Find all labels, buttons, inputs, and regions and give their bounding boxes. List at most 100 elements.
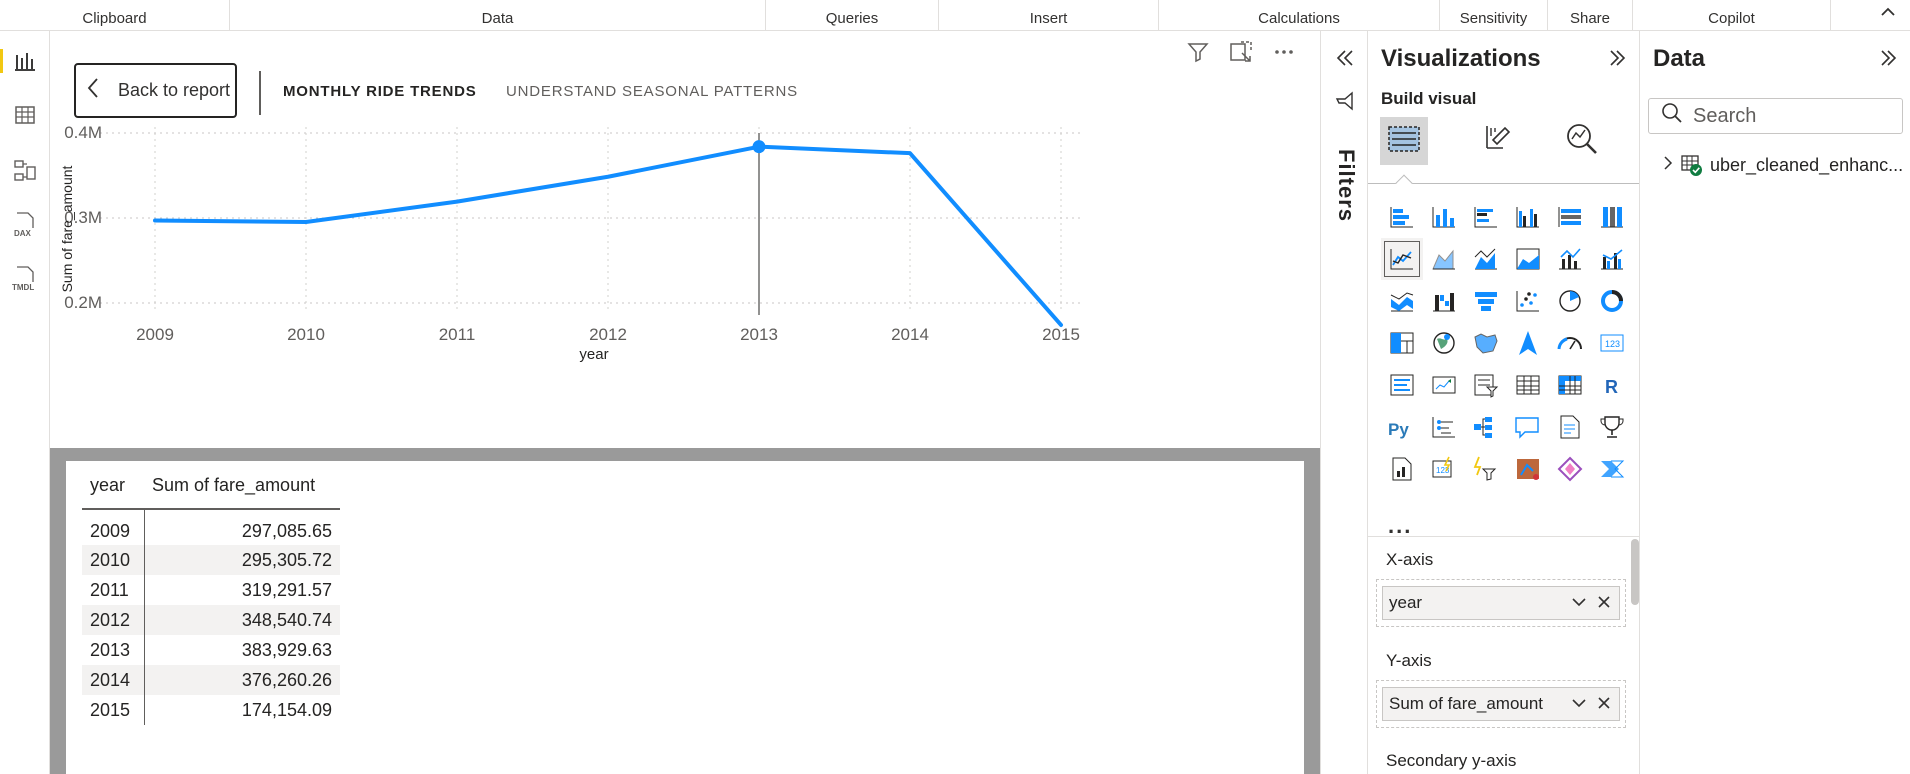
collapse-ribbon-icon[interactable] bbox=[1880, 2, 1896, 23]
column-header-sum-fare-amount[interactable]: Sum of fare_amount bbox=[144, 467, 340, 510]
y-tick-label: 0.3M bbox=[64, 208, 102, 227]
fabric-app-icon[interactable] bbox=[1549, 448, 1591, 490]
power-apps-icon[interactable]: 123 bbox=[1423, 448, 1465, 490]
data-search-box[interactable] bbox=[1648, 98, 1903, 134]
y-axis-well-label: Y-axis bbox=[1386, 651, 1432, 670]
slicer-icon[interactable] bbox=[1465, 364, 1507, 406]
key-influencers-icon[interactable] bbox=[1423, 406, 1465, 448]
filters-pane-collapsed[interactable]: Filters bbox=[1320, 31, 1368, 774]
stacked-area-100-chart-icon[interactable] bbox=[1507, 238, 1549, 280]
power-automate-icon[interactable] bbox=[1465, 448, 1507, 490]
table-view-icon[interactable] bbox=[6, 97, 44, 133]
back-to-report-button[interactable]: Back to report bbox=[74, 63, 237, 118]
table-visual[interactable]: year Sum of fare_amount 2009 297,085.65 2… bbox=[66, 461, 1304, 774]
expand-filters-icon[interactable] bbox=[1334, 47, 1356, 74]
gauge-icon[interactable] bbox=[1549, 322, 1591, 364]
dax-query-view-icon[interactable]: DAX bbox=[6, 207, 44, 243]
clustered-bar-chart-icon[interactable] bbox=[1465, 196, 1507, 238]
ribbon-group-data[interactable]: Data bbox=[230, 0, 766, 31]
focus-mode-icon[interactable] bbox=[1228, 39, 1254, 70]
x-tick-label: 2010 bbox=[287, 325, 325, 344]
more-visuals-button[interactable]: ... bbox=[1388, 513, 1413, 538]
ribbon-group-clipboard[interactable]: Clipboard bbox=[0, 0, 230, 31]
qna-icon[interactable] bbox=[1507, 406, 1549, 448]
matrix-icon[interactable] bbox=[1549, 364, 1591, 406]
filled-map-icon[interactable] bbox=[1465, 322, 1507, 364]
azure-ml-icon[interactable] bbox=[1507, 448, 1549, 490]
decomposition-tree-icon[interactable] bbox=[1465, 406, 1507, 448]
collapse-visualizations-icon[interactable] bbox=[1607, 47, 1627, 75]
stacked-area-chart-icon[interactable] bbox=[1465, 238, 1507, 280]
analytics-tab[interactable] bbox=[1558, 117, 1606, 165]
ribbon-group-label: Share bbox=[1569, 10, 1611, 27]
build-visual-icon bbox=[1386, 123, 1422, 160]
donut-chart-icon[interactable] bbox=[1591, 280, 1633, 322]
search-input[interactable] bbox=[1693, 104, 1883, 128]
search-icon bbox=[1661, 102, 1683, 130]
model-view-icon[interactable] bbox=[6, 153, 44, 189]
data-title: Data bbox=[1653, 45, 1706, 72]
kpi-icon[interactable] bbox=[1423, 364, 1465, 406]
data-table-node[interactable]: uber_cleaned_enhanc... bbox=[1662, 153, 1903, 177]
metrics-icon[interactable] bbox=[1591, 406, 1633, 448]
ribbon-group-insert[interactable]: Insert bbox=[939, 0, 1159, 31]
y-axis-field-pill[interactable]: Sum of fare_amount bbox=[1382, 687, 1620, 721]
remove-field-icon[interactable] bbox=[1597, 594, 1611, 615]
format-visual-tab[interactable] bbox=[1472, 117, 1520, 165]
visualizations-scrollbar[interactable] bbox=[1631, 539, 1639, 605]
stacked-bar-chart-icon[interactable] bbox=[1381, 196, 1423, 238]
analytics-icon bbox=[1564, 121, 1600, 162]
ribbon-group-calculations[interactable]: Calculations bbox=[1159, 0, 1440, 31]
clustered-column-chart-icon[interactable] bbox=[1507, 196, 1549, 238]
paginated-report-icon[interactable] bbox=[1381, 448, 1423, 490]
chevron-down-icon[interactable] bbox=[1571, 594, 1587, 615]
ribbon-group-sensitivity[interactable]: Sensitivity bbox=[1440, 0, 1548, 31]
line-and-stacked-column-chart-icon[interactable] bbox=[1549, 238, 1591, 280]
build-visual-tab[interactable] bbox=[1380, 117, 1428, 165]
column-header-year[interactable]: year bbox=[82, 467, 144, 510]
tmdl-view-icon[interactable]: TMDL bbox=[6, 261, 44, 297]
stacked-bar-100-chart-icon[interactable] bbox=[1549, 196, 1591, 238]
power-automate-flow-icon[interactable] bbox=[1591, 448, 1633, 490]
ribbon-group-share[interactable]: Share bbox=[1548, 0, 1633, 31]
y-axis-title: Sum of fare_amount bbox=[59, 165, 75, 292]
funnel-chart-icon[interactable] bbox=[1465, 280, 1507, 322]
line-chart[interactable]: 0.4M 0.3M 0.2M 2009 2010 2011 2012 2013 2014 2015… bbox=[50, 31, 1320, 448]
collapse-data-icon[interactable] bbox=[1878, 47, 1898, 75]
remove-field-icon[interactable] bbox=[1597, 695, 1611, 716]
visual-gallery: 123 R Py 123 bbox=[1381, 196, 1633, 490]
area-chart-icon[interactable] bbox=[1423, 238, 1465, 280]
card-icon[interactable]: 123 bbox=[1591, 322, 1633, 364]
fare-cell: 376,260.26 bbox=[144, 665, 340, 695]
table-icon bbox=[1680, 153, 1704, 177]
stacked-column-chart-icon[interactable] bbox=[1423, 196, 1465, 238]
ribbon-group-copilot[interactable]: Copilot bbox=[1633, 0, 1831, 31]
ribbon-group-queries[interactable]: Queries bbox=[766, 0, 939, 31]
pie-chart-icon[interactable] bbox=[1549, 280, 1591, 322]
table-icon[interactable] bbox=[1507, 364, 1549, 406]
more-options-icon[interactable] bbox=[1272, 40, 1296, 69]
x-axis-field-pill[interactable]: year bbox=[1382, 586, 1620, 620]
azure-map-icon[interactable] bbox=[1507, 322, 1549, 364]
line-chart-icon[interactable] bbox=[1381, 238, 1423, 280]
treemap-icon[interactable] bbox=[1381, 322, 1423, 364]
r-script-visual-icon[interactable]: R bbox=[1591, 364, 1633, 406]
stacked-column-100-chart-icon[interactable] bbox=[1591, 196, 1633, 238]
table-row: 2010 295,305.72 bbox=[82, 545, 340, 575]
y-axis-well[interactable]: Sum of fare_amount bbox=[1376, 680, 1626, 728]
chevron-right-icon[interactable] bbox=[1662, 155, 1674, 176]
report-view-icon[interactable] bbox=[0, 43, 44, 79]
scatter-chart-icon[interactable] bbox=[1507, 280, 1549, 322]
filter-icon[interactable] bbox=[1186, 40, 1210, 69]
multi-row-card-icon[interactable] bbox=[1381, 364, 1423, 406]
python-visual-icon[interactable]: Py bbox=[1381, 406, 1423, 448]
ribbon-chart-icon[interactable] bbox=[1381, 280, 1423, 322]
waterfall-chart-icon[interactable] bbox=[1423, 280, 1465, 322]
chevron-down-icon[interactable] bbox=[1571, 695, 1587, 716]
ribbon-group-label: Queries bbox=[825, 10, 879, 27]
x-axis-well[interactable]: year bbox=[1376, 579, 1626, 627]
line-and-clustered-column-chart-icon[interactable] bbox=[1591, 238, 1633, 280]
table-header-row: year Sum of fare_amount bbox=[82, 467, 340, 510]
map-icon[interactable] bbox=[1423, 322, 1465, 364]
smart-narrative-icon[interactable] bbox=[1549, 406, 1591, 448]
